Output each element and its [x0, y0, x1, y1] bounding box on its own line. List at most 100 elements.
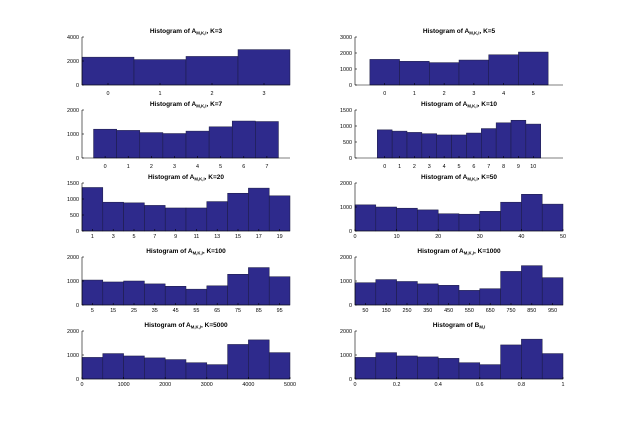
histogram-panel-9: Histogram of AM,K,I, K=5000 0 1000 2000 0 100… [67, 322, 296, 388]
x-tick-label: 2 [150, 164, 153, 170]
y-tick-label: 0 [349, 377, 352, 383]
y-tick-label: 1000 [67, 132, 79, 138]
histogram-bar [458, 213, 481, 232]
histogram-bar [396, 355, 418, 380]
x-tick-label: 8 [502, 164, 505, 170]
x-tick-label: 7 [487, 164, 490, 170]
x-tick-label: 17 [256, 234, 262, 240]
title-suffix: , K=7 [206, 101, 222, 108]
histogram-bar [123, 280, 145, 306]
histogram-bar [144, 357, 166, 380]
histogram-bar [495, 122, 512, 159]
panel-title: Histogram of AM,K,I, K=3 [150, 28, 223, 36]
x-tick-label: 0 [107, 91, 110, 97]
title-suffix: , K=100 [203, 248, 226, 255]
x-tick-label: 5000 [284, 382, 296, 388]
title-main: Histogram of A [421, 174, 468, 181]
x-tick-label: 1 [91, 234, 94, 240]
x-tick-label: 0.2 [393, 382, 401, 388]
histogram-bar [391, 130, 408, 159]
y-tick-label: 0 [349, 156, 352, 162]
x-tick-label: 65 [214, 308, 220, 314]
histogram-bar [417, 209, 439, 232]
x-tick-label: 85 [256, 308, 262, 314]
x-tick-label: 850 [527, 308, 536, 314]
histogram-bar [206, 364, 228, 380]
y-tick-label: 0 [76, 229, 79, 235]
histogram-bar [396, 207, 418, 232]
x-tick-label: 0 [81, 382, 84, 388]
histogram-bar [237, 49, 291, 86]
x-tick-label: 3 [263, 91, 266, 97]
y-tick-label: 1000 [340, 279, 352, 285]
histogram-bar [227, 344, 249, 380]
x-tick-label: 2 [443, 91, 446, 97]
x-tick-label: 4 [443, 164, 446, 170]
histogram-bar [268, 195, 291, 232]
histogram-bar [268, 276, 291, 306]
x-tick-label: 35 [152, 308, 158, 314]
x-tick-label: 750 [507, 308, 516, 314]
x-tick-label: 950 [548, 308, 557, 314]
histogram-bar [133, 59, 187, 86]
x-tick-label: 0.6 [476, 382, 484, 388]
histogram-bar [231, 120, 256, 159]
x-tick-label: 5 [133, 234, 136, 240]
x-tick-label: 1 [413, 91, 416, 97]
y-tick-label: 2000 [340, 181, 352, 187]
histogram-bar [116, 130, 141, 159]
histogram-bar [451, 134, 467, 159]
histogram-bar [255, 121, 279, 159]
title-suffix: , K=1000 [474, 248, 501, 255]
panel-title: Histogram of AM,K,I, K=10 [421, 101, 497, 109]
x-tick-label: 0 [354, 382, 357, 388]
y-tick-label: 0 [76, 156, 79, 162]
title-main: Histogram of A [421, 101, 468, 108]
histogram-bar [206, 285, 228, 306]
histogram-bar [208, 126, 233, 159]
histogram-bar [248, 267, 270, 306]
x-tick-label: 75 [235, 308, 241, 314]
title-subscript: M,K,I [194, 177, 204, 182]
title-subscript: M,K,I [196, 104, 206, 109]
histogram-bar [164, 207, 187, 232]
title-main: Histogram of A [417, 248, 464, 255]
histogram-bar [541, 277, 564, 306]
histogram-bar [354, 282, 377, 306]
histogram-bar [541, 353, 564, 380]
x-tick-label: 1 [127, 164, 130, 170]
histogram-bar [185, 207, 208, 232]
histogram-bar [139, 132, 164, 159]
y-tick-label: 1000 [340, 205, 352, 211]
x-tick-label: 4 [196, 164, 199, 170]
x-tick-label: 2 [211, 91, 214, 97]
histogram-bar [458, 290, 481, 306]
x-tick-label: 30 [477, 234, 483, 240]
histogram-bar [518, 51, 549, 86]
histogram-panel-1: Histogram of AM,K,I, K=3 0 2000 4000 0 1 2 3 [67, 28, 291, 97]
title-main: Histogram of A [148, 174, 195, 181]
histogram-bar [488, 54, 519, 86]
x-tick-label: 9 [517, 164, 520, 170]
histogram-bar [227, 274, 249, 306]
histogram-panel-8: Histogram of AM,K,I, K=1000 0 1000 2000 50 15… [340, 248, 564, 314]
title-main: Histogram of A [144, 322, 191, 329]
panel-title: Histogram of AM,K,I, K=5000 [144, 322, 228, 330]
histogram-bar [396, 281, 418, 306]
panel-title: Histogram of AM,K,I, K=1000 [417, 248, 501, 256]
title-main: Histogram of A [146, 248, 193, 255]
title-subscript: M,I [479, 325, 485, 330]
y-tick-label: 1500 [340, 108, 352, 114]
histogram-bar [521, 194, 543, 232]
x-tick-label: 3 [112, 234, 115, 240]
x-tick-label: 3 [173, 164, 176, 170]
title-suffix: , K=3 [206, 28, 222, 35]
title-subscript: M,K,I [193, 251, 203, 256]
histogram-bar [521, 265, 543, 306]
histogram-bar [399, 61, 430, 86]
title-main: Histogram of A [423, 28, 470, 35]
x-tick-label: 5 [91, 308, 94, 314]
histogram-bar [541, 203, 564, 232]
